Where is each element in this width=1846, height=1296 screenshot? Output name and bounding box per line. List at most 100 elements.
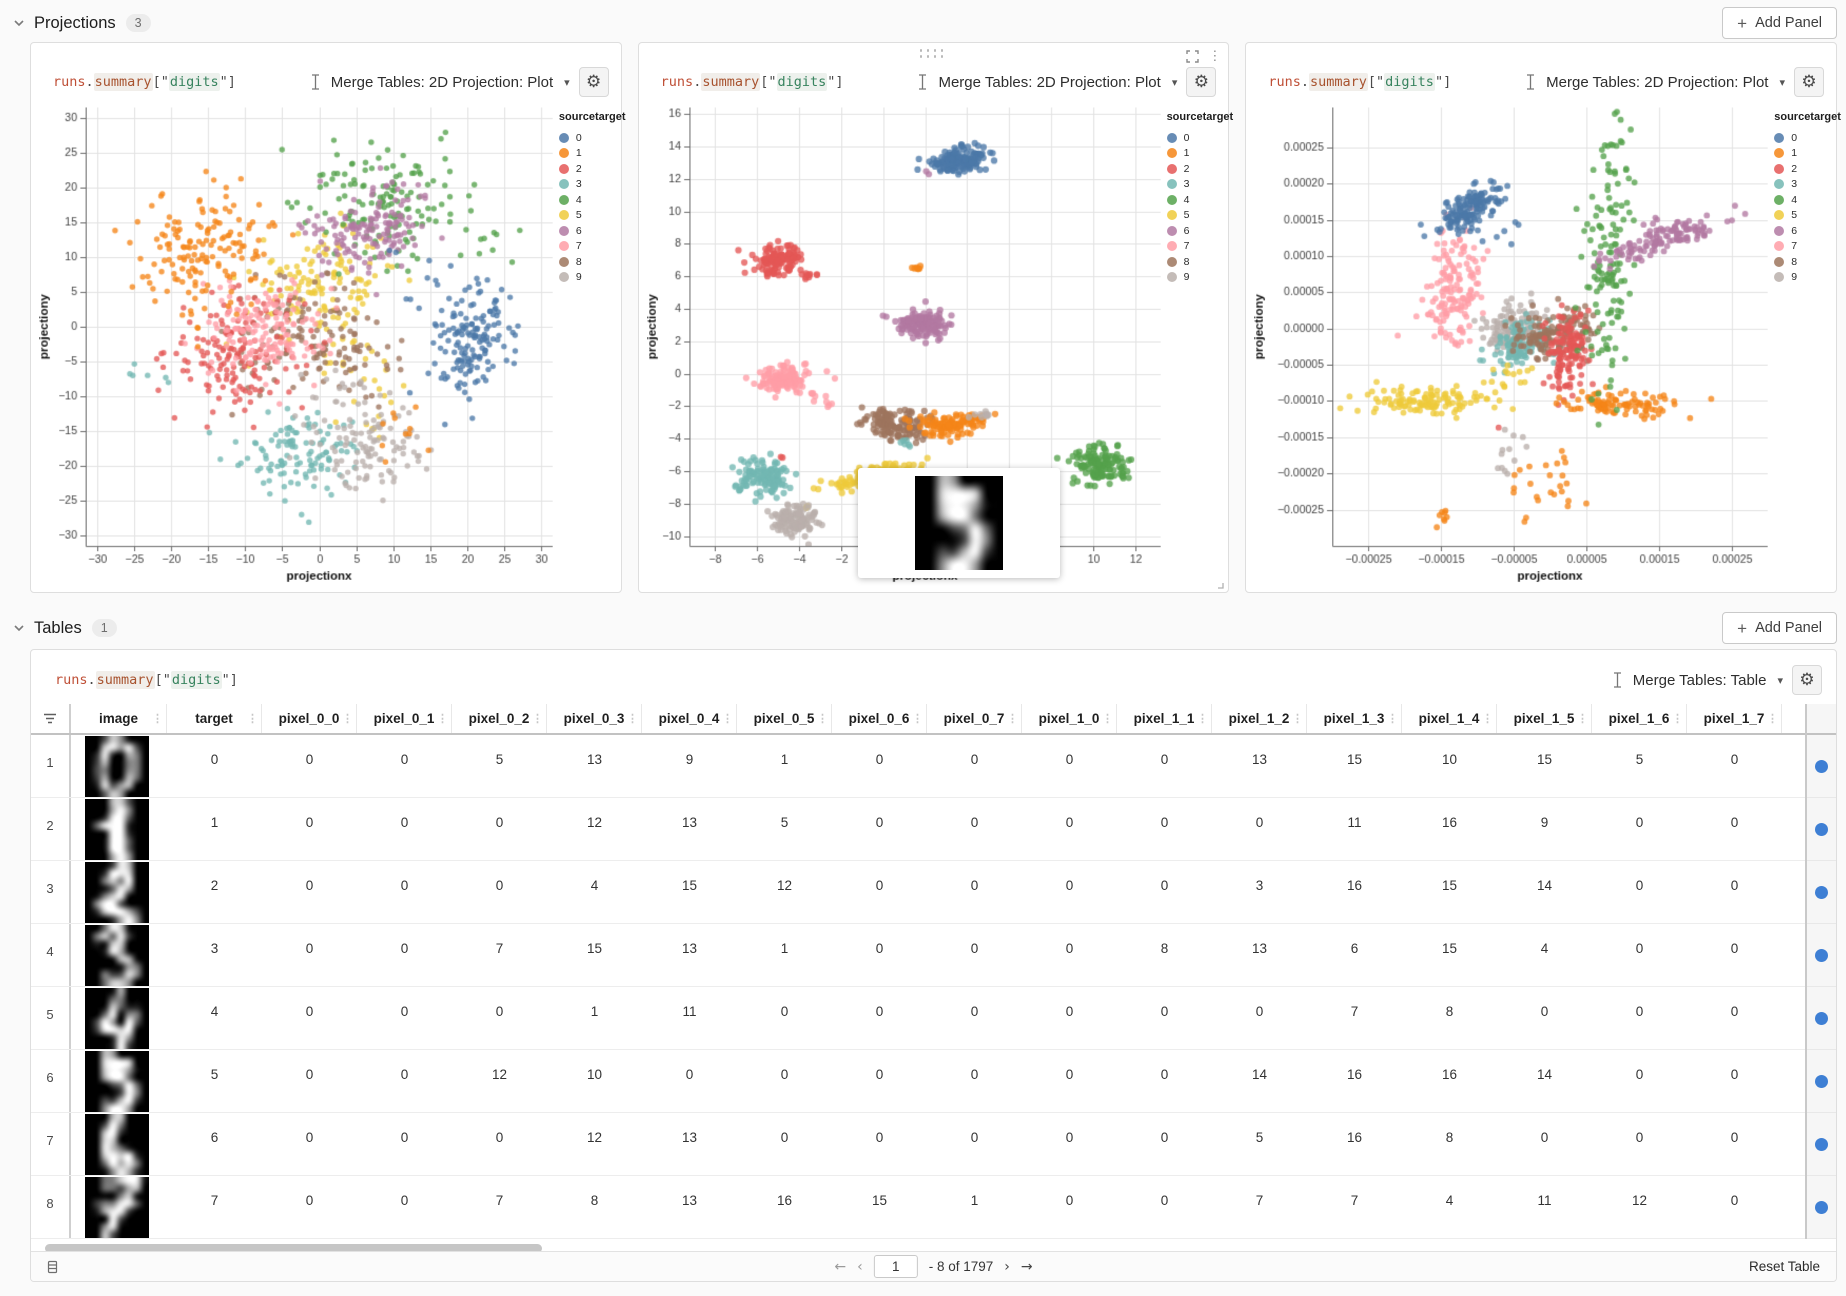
column-header-image[interactable]: image ⋮: [71, 704, 167, 733]
legend-item[interactable]: 9: [1774, 270, 1841, 286]
panel-settings-button[interactable]: ⚙: [1794, 67, 1825, 97]
panel-type-dropdown[interactable]: Merge Tables: Table: [1632, 671, 1767, 689]
column-header-pixel_1_1[interactable]: pixel_1_1 ⋮: [1117, 704, 1212, 733]
legend-item[interactable]: 8: [1166, 254, 1234, 270]
legend-item[interactable]: 6: [558, 223, 626, 239]
prev-page-button[interactable]: ‹: [857, 1258, 863, 1275]
run-color-dot[interactable]: [1815, 885, 1828, 899]
add-panel-button[interactable]: + Add Panel: [1722, 7, 1837, 39]
column-menu-icon[interactable]: ⋮: [532, 713, 543, 725]
column-menu-icon[interactable]: ⋮: [1767, 713, 1778, 725]
text-cursor-icon[interactable]: [309, 74, 322, 90]
legend-item[interactable]: 7: [1774, 239, 1841, 255]
text-cursor-icon[interactable]: [916, 74, 929, 90]
kebab-menu-icon[interactable]: ⋮: [1208, 48, 1222, 63]
column-header-pixel_1_0[interactable]: pixel_1_0 ⋮: [1022, 704, 1117, 733]
legend-item[interactable]: 1: [558, 146, 626, 162]
section-title[interactable]: Projections: [34, 13, 116, 32]
chevron-down-icon[interactable]: [12, 621, 26, 635]
panel-query[interactable]: runs.summary["digits"]: [53, 73, 236, 91]
table-row[interactable]: 4 3 0 0 7 15 13 1 0 0 0 8 13 6 15 4 0 0: [31, 924, 1836, 987]
legend-item[interactable]: 8: [1774, 254, 1841, 270]
run-color-dot[interactable]: [1815, 1200, 1828, 1214]
add-panel-button[interactable]: + Add Panel: [1722, 612, 1837, 644]
legend-item[interactable]: 5: [1166, 208, 1234, 224]
panel-settings-button[interactable]: ⚙: [1792, 665, 1822, 695]
panel-type-dropdown[interactable]: Merge Tables: 2D Projection: Plot: [1546, 73, 1769, 91]
column-menu-icon[interactable]: ⋮: [1197, 713, 1208, 725]
legend-item[interactable]: 2: [1774, 161, 1841, 177]
column-header-pixel_1_2[interactable]: pixel_1_2 ⋮: [1212, 704, 1307, 733]
run-color-dot[interactable]: [1815, 1011, 1828, 1025]
panel-query[interactable]: runs.summary["digits"]: [1268, 73, 1452, 91]
run-color-dot[interactable]: [1815, 948, 1828, 962]
run-color-dot[interactable]: [1815, 759, 1828, 773]
next-page-button[interactable]: ›: [1004, 1258, 1010, 1275]
digit-thumbnail[interactable]: [85, 736, 149, 797]
digit-thumbnail[interactable]: [85, 862, 149, 923]
column-menu-icon[interactable]: ⋮: [437, 713, 448, 725]
column-header-pixel_1_4[interactable]: pixel_1_4 ⋮: [1402, 704, 1497, 733]
drag-handle-icon[interactable]: [919, 49, 948, 61]
rows-icon[interactable]: [47, 1260, 58, 1274]
page-number-input[interactable]: [873, 1255, 918, 1278]
text-cursor-icon[interactable]: [1524, 74, 1537, 90]
column-menu-icon[interactable]: ⋮: [342, 713, 353, 725]
table-row[interactable]: 7 6 0 0 0 12 13 0 0 0 0 0 5 16 8 0 0 0: [31, 1113, 1836, 1176]
fullscreen-icon[interactable]: [1186, 49, 1200, 63]
legend-item[interactable]: 9: [1166, 270, 1234, 286]
legend-item[interactable]: 7: [1166, 239, 1234, 255]
column-header-pixel_1_7[interactable]: pixel_1_7 ⋮: [1687, 704, 1782, 733]
column-menu-icon[interactable]: ⋮: [817, 713, 828, 725]
legend-item[interactable]: 1: [1166, 146, 1234, 162]
legend-item[interactable]: 2: [558, 161, 626, 177]
column-menu-icon[interactable]: ⋮: [1577, 713, 1588, 725]
filter-header-cell[interactable]: [31, 704, 71, 733]
legend-item[interactable]: 4: [558, 192, 626, 208]
column-menu-icon[interactable]: ⋮: [627, 713, 638, 725]
legend-item[interactable]: 6: [1774, 223, 1841, 239]
legend-item[interactable]: 1: [1774, 146, 1841, 162]
digit-thumbnail[interactable]: [85, 1051, 149, 1112]
panel-type-dropdown[interactable]: Merge Tables: 2D Projection: Plot: [330, 73, 554, 91]
legend-item[interactable]: 4: [1774, 192, 1841, 208]
legend-item[interactable]: 0: [558, 130, 626, 146]
table-row[interactable]: 1 0 0 0 5 13 9 1 0 0 0 0 13 15 10 15 5 0: [31, 735, 1836, 798]
legend-item[interactable]: 7: [558, 239, 626, 255]
column-menu-icon[interactable]: ⋮: [1387, 713, 1398, 725]
column-header-pixel_0_4[interactable]: pixel_0_4 ⋮: [642, 704, 737, 733]
column-header-pixel_1_5[interactable]: pixel_1_5 ⋮: [1497, 704, 1592, 733]
column-header-pixel_0_1[interactable]: pixel_0_1 ⋮: [357, 704, 452, 733]
reset-table-button[interactable]: Reset Table: [1748, 1259, 1820, 1274]
digit-thumbnail[interactable]: [85, 925, 149, 986]
column-header-pixel_1_6[interactable]: pixel_1_6 ⋮: [1592, 704, 1687, 733]
horizontal-scrollbar[interactable]: [45, 1244, 1836, 1253]
scrollbar-thumb[interactable]: [45, 1244, 542, 1253]
column-header-pixel_0_6[interactable]: pixel_0_6 ⋮: [832, 704, 927, 733]
text-cursor-icon[interactable]: [1611, 672, 1624, 688]
legend-item[interactable]: 0: [1774, 130, 1841, 146]
legend-item[interactable]: 4: [1166, 192, 1234, 208]
first-page-button[interactable]: ←: [834, 1258, 847, 1275]
legend-item[interactable]: 9: [558, 270, 626, 286]
panel-settings-button[interactable]: ⚙: [578, 67, 609, 97]
column-header-pixel_1_3[interactable]: pixel_1_3 ⋮: [1307, 704, 1402, 733]
column-menu-icon[interactable]: ⋮: [1672, 713, 1683, 725]
digit-thumbnail[interactable]: [85, 1114, 149, 1175]
table-row[interactable]: 2 1 0 0 0 12 13 5 0 0 0 0 0 11 16 9 0 0: [31, 798, 1836, 861]
column-menu-icon[interactable]: ⋮: [247, 713, 258, 725]
column-menu-icon[interactable]: ⋮: [152, 713, 163, 725]
run-color-dot[interactable]: [1815, 822, 1828, 836]
last-page-button[interactable]: →: [1020, 1258, 1033, 1275]
legend-item[interactable]: 5: [1774, 208, 1841, 224]
column-header-target[interactable]: target ⋮: [167, 704, 262, 733]
column-menu-icon[interactable]: ⋮: [1102, 713, 1113, 725]
column-header-pixel_0_3[interactable]: pixel_0_3 ⋮: [547, 704, 642, 733]
legend-item[interactable]: 3: [1166, 177, 1234, 193]
column-menu-icon[interactable]: ⋮: [722, 713, 733, 725]
panel-query[interactable]: runs.summary["digits"]: [55, 671, 238, 689]
legend-item[interactable]: 6: [1166, 223, 1234, 239]
digit-thumbnail[interactable]: [85, 799, 149, 860]
legend-item[interactable]: 3: [558, 177, 626, 193]
table-row[interactable]: 5 4 0 0 0 1 11 0 0 0 0 0 0 7 8 0 0 0: [31, 987, 1836, 1050]
